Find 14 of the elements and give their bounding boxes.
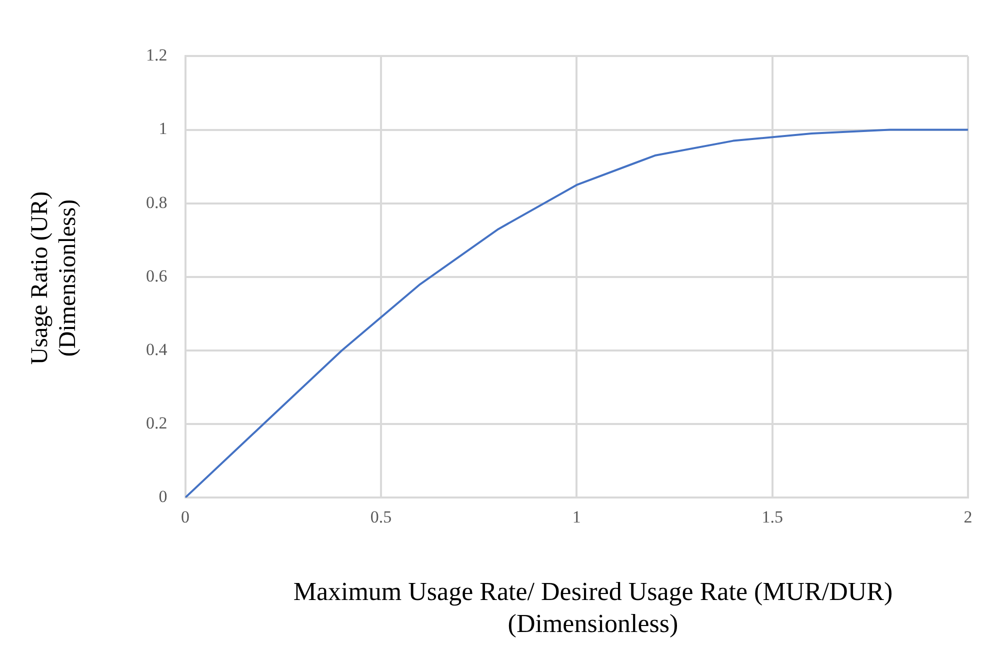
y-tick-label: 1: [158, 119, 168, 138]
x-tick-label: 1.5: [762, 507, 783, 526]
y-tick-label: 0.4: [146, 340, 168, 359]
x-tick-label: 0.5: [370, 507, 392, 526]
y-tick-label: 1.2: [146, 46, 168, 65]
x-axis-title: Maximum Usage Rate/ Desired Usage Rate (MUR/DUR) (Dimensionless): [292, 576, 894, 640]
y-tick-label: 0.8: [146, 192, 168, 212]
y-tick-label: 0.6: [146, 266, 168, 286]
x-tick-label: 0: [181, 507, 190, 526]
y-tick-label: 0: [158, 487, 168, 506]
y-tick-label: 0.2: [146, 414, 168, 432]
x-tick-label: 2: [964, 507, 972, 526]
x-tick-label: 1: [572, 507, 581, 526]
y-axis-title: Usage Ratio (UR) (Dimensionless): [26, 190, 82, 367]
